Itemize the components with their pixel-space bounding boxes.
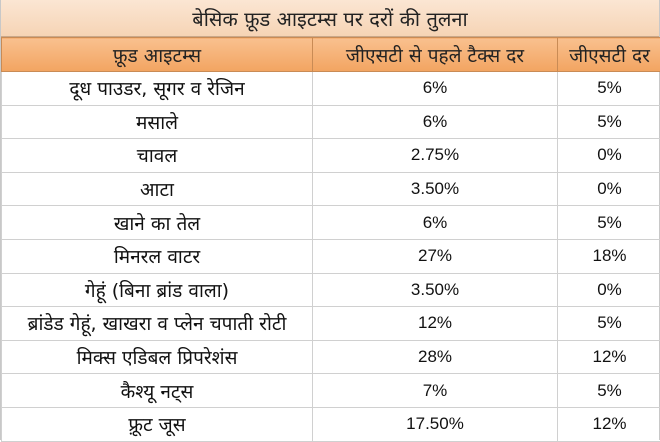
pre-gst-rate-cell: 17.50%	[313, 407, 558, 441]
food-item-cell: खाने का तेल	[2, 206, 313, 240]
food-item-cell: दूध पाउडर, सूगर व रेजिन	[2, 72, 313, 106]
gst-rate-cell: 0%	[558, 172, 660, 206]
food-item-cell: गेहूं (बिना ब्रांड वाला)	[2, 273, 313, 307]
pre-gst-rate-cell: 28%	[313, 340, 558, 374]
pre-gst-rate-cell: 6%	[313, 105, 558, 139]
food-item-cell: आटा	[2, 172, 313, 206]
header-row: फ़ूड आइटम्स जीएसटी से पहले टैक्स दर जीएस…	[2, 38, 660, 72]
table-row: मसाले6%5%	[2, 105, 660, 139]
table-title: बेसिक फ़ूड आइटम्स पर दरों की तुलना	[1, 0, 659, 37]
table-row: आटा3.50%0%	[2, 172, 660, 206]
pre-gst-rate-cell: 3.50%	[313, 172, 558, 206]
pre-gst-rate-cell: 12%	[313, 307, 558, 341]
food-item-cell: फ़्रूट जूस	[2, 407, 313, 441]
table-row: ब्रांडेड गेहूं, खाखरा व प्लेन चपाती रोटी…	[2, 307, 660, 341]
food-item-cell: मिक्स एडिबल प्रिपरेशंस	[2, 340, 313, 374]
table-row: गेहूं (बिना ब्रांड वाला)3.50%0%	[2, 273, 660, 307]
gst-rate-cell: 18%	[558, 239, 660, 273]
pre-gst-rate-cell: 2.75%	[313, 139, 558, 173]
pre-gst-rate-cell: 6%	[313, 206, 558, 240]
pre-gst-rate-cell: 27%	[313, 239, 558, 273]
pre-gst-rate-cell: 3.50%	[313, 273, 558, 307]
food-item-cell: ब्रांडेड गेहूं, खाखरा व प्लेन चपाती रोटी	[2, 307, 313, 341]
rate-comparison-table: फ़ूड आइटम्स जीएसटी से पहले टैक्स दर जीएस…	[1, 37, 660, 442]
gst-rate-cell: 12%	[558, 340, 660, 374]
gst-rate-cell: 5%	[558, 72, 660, 106]
gst-rate-cell: 5%	[558, 374, 660, 408]
gst-rate-cell: 5%	[558, 206, 660, 240]
food-item-cell: कैश्यू नट्स	[2, 374, 313, 408]
gst-rate-cell: 12%	[558, 407, 660, 441]
header-food-items: फ़ूड आइटम्स	[2, 38, 313, 72]
pre-gst-rate-cell: 6%	[313, 72, 558, 106]
gst-rate-cell: 0%	[558, 139, 660, 173]
gst-rate-cell: 5%	[558, 307, 660, 341]
gst-rate-cell: 0%	[558, 273, 660, 307]
header-gst-rate: जीएसटी दर	[558, 38, 660, 72]
gst-rate-cell: 5%	[558, 105, 660, 139]
food-item-cell: चावल	[2, 139, 313, 173]
pre-gst-rate-cell: 7%	[313, 374, 558, 408]
header-pre-gst-rate: जीएसटी से पहले टैक्स दर	[313, 38, 558, 72]
food-item-cell: मसाले	[2, 105, 313, 139]
food-item-cell: मिनरल वाटर	[2, 239, 313, 273]
